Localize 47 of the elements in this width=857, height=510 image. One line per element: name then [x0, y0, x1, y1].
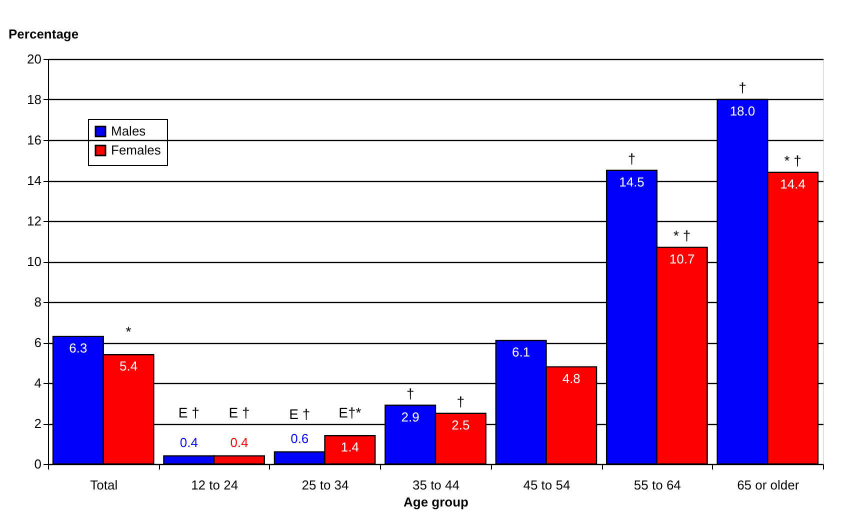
x-tick-label: 12 to 24 [191, 478, 238, 492]
y-axis-title: Percentage [8, 26, 79, 42]
y-tick-label: 16 [27, 132, 42, 148]
annotation: * † [674, 227, 691, 244]
annotation: † [628, 150, 636, 166]
annotation: † [738, 80, 746, 96]
annotation: † [456, 393, 465, 410]
annotation: E † [289, 406, 310, 422]
x-tick-label: 45 to 54 [523, 478, 570, 492]
data-label: 1.4 [340, 440, 359, 455]
data-label: 2.9 [401, 409, 420, 424]
y-tick-label: 12 [27, 214, 42, 228]
annotation: * [126, 324, 132, 340]
data-label: 10.7 [669, 251, 695, 266]
data-label: 4.8 [562, 370, 580, 386]
y-tick-label: 2 [34, 416, 42, 431]
data-label: 2.5 [452, 417, 470, 432]
x-axis-title: Age group [404, 494, 469, 510]
y-tick-label: 0 [34, 456, 42, 472]
legend-label: Males [111, 124, 146, 138]
x-tick-label: 65 or older [737, 478, 800, 492]
data-label: 0.4 [230, 434, 248, 450]
y-tick-label: 14 [27, 173, 42, 188]
annotation: E†* [338, 404, 362, 420]
data-label: 14.5 [619, 174, 644, 190]
y-tick-label: 6 [34, 335, 42, 350]
y-tick-label: 18 [27, 92, 42, 107]
y-tick-label: 4 [34, 376, 42, 390]
x-tick-label: 55 to 64 [634, 478, 681, 492]
data-label: 6.1 [512, 344, 530, 360]
data-label: 0.6 [290, 430, 309, 446]
data-label: 0.4 [180, 434, 198, 450]
data-label: 14.4 [780, 176, 806, 192]
y-tick-label: 20 [27, 52, 42, 66]
y-tick-label: 10 [27, 254, 42, 269]
x-tick-label: 25 to 34 [302, 478, 349, 492]
y-tick-label: 8 [34, 294, 42, 310]
x-tick-label: 35 to 44 [412, 478, 460, 492]
annotation: E † [178, 404, 200, 420]
annotation: * † [784, 152, 802, 168]
data-label: 5.4 [119, 358, 138, 374]
data-label: 6.3 [69, 340, 88, 356]
legend-label: Females [111, 142, 162, 158]
data-label: 18.0 [730, 104, 756, 118]
annotation: † [406, 385, 414, 402]
x-tick-label: Total [90, 478, 118, 492]
annotation: E † [228, 404, 250, 420]
